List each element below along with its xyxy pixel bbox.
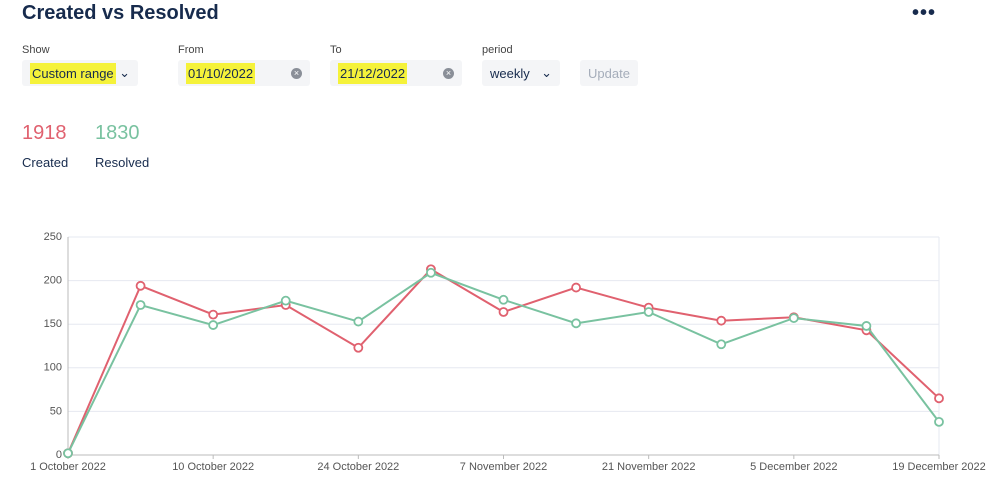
x-tick-label: 21 November 2022 [602,461,696,473]
data-point [934,393,944,404]
chevron: ⌄ [541,65,552,80]
data-point [934,416,944,427]
update-button[interactable]: Update [580,60,638,86]
y-tick-label: 200 [44,275,62,287]
stat-value: 1830 [95,122,140,144]
x-tick-label: 1 October 2022 [30,461,106,473]
data-point [861,321,872,331]
control-label: From [178,44,204,56]
stat: 1830 Resolved [95,122,149,170]
control-value: 21/12/2022 [338,62,408,84]
data-point [353,316,364,327]
control-value: 01/10/2022 [186,62,256,84]
period-dropdown[interactable]: weekly ⌄ [482,60,560,86]
data-point [788,313,799,323]
stat: 1918 Created [22,122,68,170]
stat-value: 1918 [22,122,67,144]
y-tick-label: 50 [50,405,62,417]
data-point [571,318,581,329]
data-point [208,320,219,330]
control-value: weekly [490,65,530,81]
y-tick-label: 0 [56,449,62,461]
data-point [498,294,509,305]
x-tick-label: 10 October 2022 [172,461,254,473]
more-menu[interactable]: ••• [912,2,937,24]
data-point [716,339,727,350]
data-point [280,295,291,306]
data-point [135,280,146,291]
x-tick-label: 5 December 2022 [750,461,837,473]
data-point [498,307,509,317]
clear-icon[interactable]: × [291,67,302,79]
y-tick-label: 150 [44,318,62,330]
clear-icon[interactable]: × [443,67,454,79]
period-control: period weekly ⌄ [482,44,560,86]
data-point [135,300,146,310]
y-tick-label: 100 [44,362,62,374]
data-point [63,448,73,459]
from-control: From 01/10/2022 × [178,44,310,86]
data-point [571,282,581,293]
show-control: Show Custom range ⌄ [22,44,138,86]
show-dropdown[interactable]: Custom range ⌄ [22,60,138,86]
data-point [353,342,364,353]
y-tick-label: 250 [44,231,62,243]
control-label: Show [22,44,50,56]
page-title: Created vs Resolved [22,2,219,24]
control-value: Custom range [30,62,116,84]
x-tick-label: 7 November 2022 [460,461,547,473]
stat-label: Resolved [95,155,150,170]
data-point [643,307,654,317]
stat-label: Created [22,155,69,170]
control-label: To [330,44,342,56]
chevron: ⌄ [119,65,130,80]
x-tick-label: 24 October 2022 [317,461,399,473]
data-point [208,309,219,320]
to-control: To 21/12/2022 × [330,44,462,86]
x-tick-label: 19 December 2022 [892,461,986,473]
from-input[interactable]: 01/10/2022 × [178,60,310,86]
data-point [426,267,436,278]
to-input[interactable]: 21/12/2022 × [330,60,462,86]
control-label: period [482,44,513,56]
data-point [716,315,727,326]
